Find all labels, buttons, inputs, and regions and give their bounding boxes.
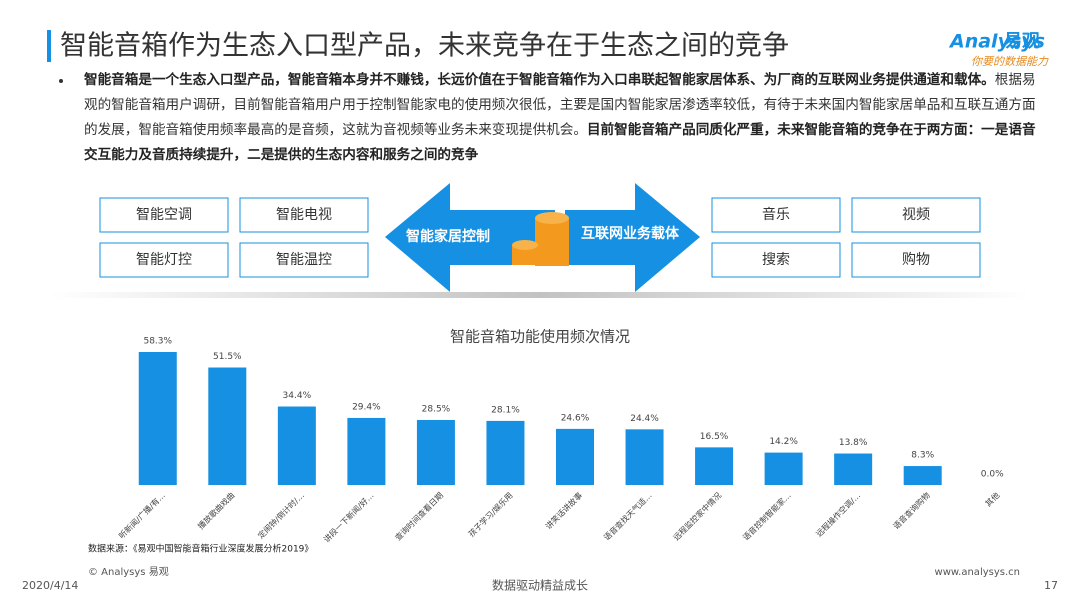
value-label: 51.5% xyxy=(213,352,242,362)
feature-box xyxy=(851,242,981,278)
value-label: 0.0% xyxy=(981,470,1004,480)
value-label: 24.4% xyxy=(630,414,659,424)
coin-stack xyxy=(535,218,569,266)
title-accent xyxy=(47,30,51,62)
x-tick-label: 查询时间查看日期 xyxy=(393,490,445,542)
diagram: 智能家居控制 互联网业务载体 xyxy=(50,183,1030,298)
value-label: 29.4% xyxy=(352,402,381,412)
paragraph-body: 根据易观的智能音箱用户调研，目前智能音箱用户用于控制智能家电的使用频次很低，主要… xyxy=(84,72,1036,138)
value-label: 28.1% xyxy=(491,405,520,415)
x-tick-label: 听新闻/广播/有… xyxy=(116,490,166,540)
x-tick-label: 语音查找天气适… xyxy=(601,490,653,542)
right-arrow xyxy=(565,183,700,292)
value-label: 14.2% xyxy=(769,437,798,447)
feature-box xyxy=(851,197,981,233)
separator xyxy=(50,292,1030,298)
feature-box xyxy=(99,242,229,278)
coin-top xyxy=(535,212,569,224)
coin-small-top xyxy=(512,240,538,250)
feature-box-label: 智能温控 xyxy=(276,252,332,268)
coin-small xyxy=(512,245,538,265)
x-tick-label: 讲笑话讲故事 xyxy=(543,490,584,531)
bar xyxy=(903,466,942,485)
paragraph-bold-lead: 智能音箱是一个生态入口型产品，智能音箱本身并不赚钱，长远价值在于智能音箱作为入口… xyxy=(84,72,995,88)
bullet xyxy=(59,79,63,83)
value-label: 34.4% xyxy=(283,391,312,401)
x-tick-label: 孩子学习/娱乐用 xyxy=(466,490,515,539)
footer-copyright: © Analysys 易观 xyxy=(88,566,169,578)
right-arrow-label: 互联网业务载体 xyxy=(581,225,680,242)
footer-slogan: 数据驱动精益成长 xyxy=(492,578,588,593)
x-tick-label: 讲段一下新闻/好… xyxy=(321,490,375,544)
logo-slogan: 你要的数据能力 xyxy=(971,55,1049,68)
x-tick-label: 远程监控家中情况 xyxy=(671,490,723,542)
feature-box-label: 购物 xyxy=(902,252,930,268)
paragraph: 智能音箱是一个生态入口型产品，智能音箱本身并不赚钱，长远价值在于智能音箱作为入口… xyxy=(84,68,1044,168)
bar xyxy=(764,452,803,485)
bar xyxy=(695,447,734,485)
bar xyxy=(208,367,247,485)
feature-box xyxy=(711,242,841,278)
bar xyxy=(277,406,316,485)
bar xyxy=(556,428,594,485)
feature-box xyxy=(239,242,369,278)
value-label: 13.8% xyxy=(839,438,868,448)
slide-title: 智能音箱作为生态入口型产品，未来竞争在于生态之间的竞争 xyxy=(60,31,789,62)
feature-box-label: 搜索 xyxy=(762,251,790,268)
feature-box-label: 智能空调 xyxy=(136,207,192,223)
paragraph-bold-tail: 目前智能音箱产品同质化严重，未来智能音箱的竞争在于两方面：一是语音交互能力及音质… xyxy=(84,122,1036,163)
x-tick-label: 语音查询购物 xyxy=(891,490,932,531)
bar xyxy=(347,417,386,485)
feature-box xyxy=(711,197,841,233)
bar xyxy=(625,429,664,485)
feature-box xyxy=(99,197,229,233)
feature-box-label: 智能灯控 xyxy=(136,252,192,268)
bar xyxy=(416,419,455,485)
feature-box-label: 视频 xyxy=(902,207,930,223)
feature-box-label: 音乐 xyxy=(762,206,790,223)
chart-title: 智能音箱功能使用频次情况 xyxy=(450,328,630,346)
value-label: 16.5% xyxy=(700,432,729,442)
bar xyxy=(486,420,525,485)
footer-page: 17 xyxy=(1044,579,1058,592)
x-tick-label: 其他 xyxy=(983,490,1001,508)
logo-brand: Analysys xyxy=(948,31,1045,53)
x-tick-label: 播放歌曲戏曲 xyxy=(195,490,236,531)
footer-date: 2020/4/14 xyxy=(22,579,78,592)
x-tick-label: 语音控制智能家… xyxy=(740,490,792,542)
feature-box xyxy=(239,197,369,233)
value-label: 8.3% xyxy=(911,451,934,461)
footer-url: www.analysys.cn xyxy=(935,567,1020,578)
x-tick-label: 远程操作空调/… xyxy=(814,490,863,539)
logo-brand-cn: 易观 xyxy=(1004,31,1040,52)
value-label: 58.3% xyxy=(143,337,172,347)
feature-box-label: 智能电视 xyxy=(276,207,332,223)
value-label: 24.6% xyxy=(561,413,590,423)
x-tick-label: 定闹钟/倒计时/… xyxy=(256,490,306,540)
left-arrow-label: 智能家居控制 xyxy=(405,228,490,245)
bar xyxy=(138,352,177,485)
chart-source: 数据来源：《易观中国智能音箱行业深度发展分析2019》 xyxy=(88,543,313,555)
value-label: 28.5% xyxy=(422,404,451,414)
bar xyxy=(834,453,873,485)
